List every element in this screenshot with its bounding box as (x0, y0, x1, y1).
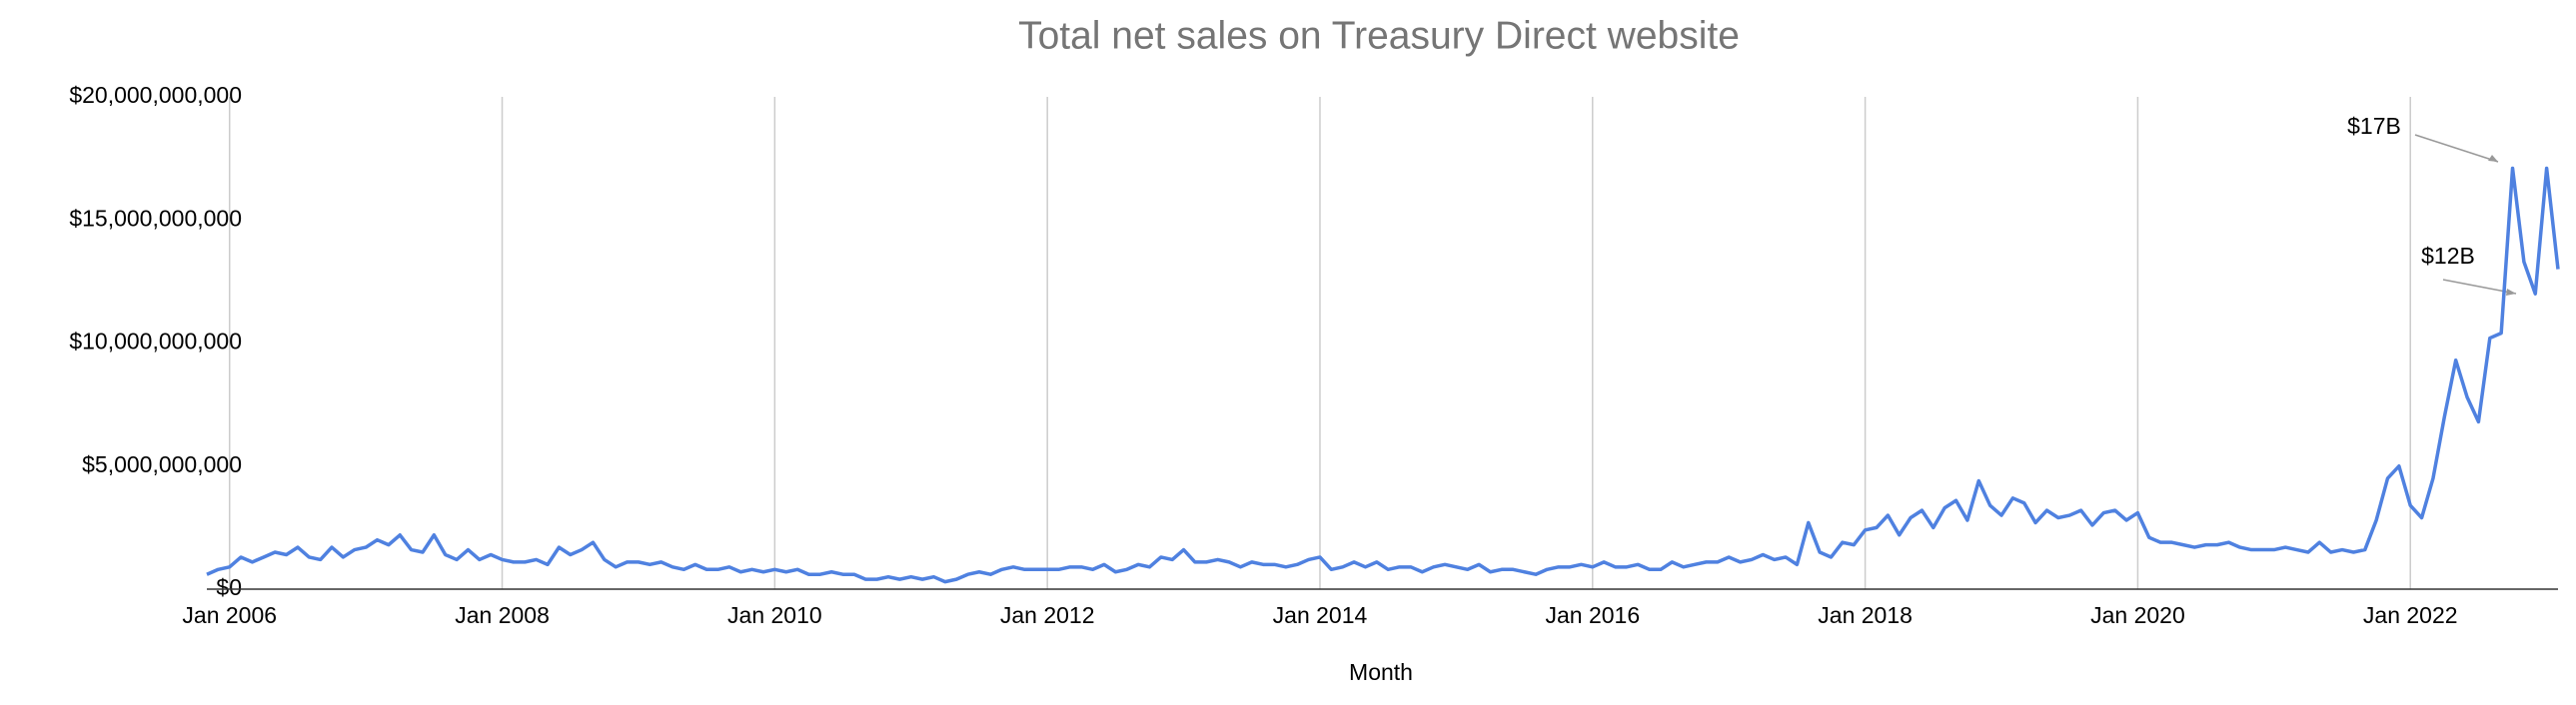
x-tick-label: Jan 2012 (1000, 602, 1095, 628)
x-axis-label: Month (1349, 659, 1413, 685)
y-tick-label: $0 (216, 574, 242, 600)
data-line (206, 166, 2560, 584)
x-tick-label: Jan 2020 (2090, 602, 2185, 628)
annotation: $17B (2347, 113, 2401, 139)
chart-title: Total net sales on Treasury Direct websi… (1018, 14, 1740, 57)
x-tick-label: Jan 2008 (455, 602, 550, 628)
x-tick-label: Jan 2014 (1273, 602, 1368, 628)
x-tick-label: Jan 2006 (182, 602, 277, 628)
annotation-arrowhead (2506, 289, 2516, 296)
x-tick-label: Jan 2016 (1545, 602, 1640, 628)
annotation: $12B (2421, 243, 2475, 269)
y-tick-label: $15,000,000,000 (69, 205, 242, 231)
y-tick-label: $10,000,000,000 (69, 329, 242, 354)
annotation-arrow (2414, 134, 2499, 163)
x-tick-label: Jan 2010 (727, 602, 822, 628)
x-tick-label: Jan 2018 (1818, 602, 1913, 628)
annotation-arrowhead (2488, 155, 2498, 162)
y-tick-label: $5,000,000,000 (82, 451, 242, 477)
y-tick-label: $20,000,000,000 (69, 82, 242, 108)
x-tick-label: Jan 2022 (2363, 602, 2458, 628)
